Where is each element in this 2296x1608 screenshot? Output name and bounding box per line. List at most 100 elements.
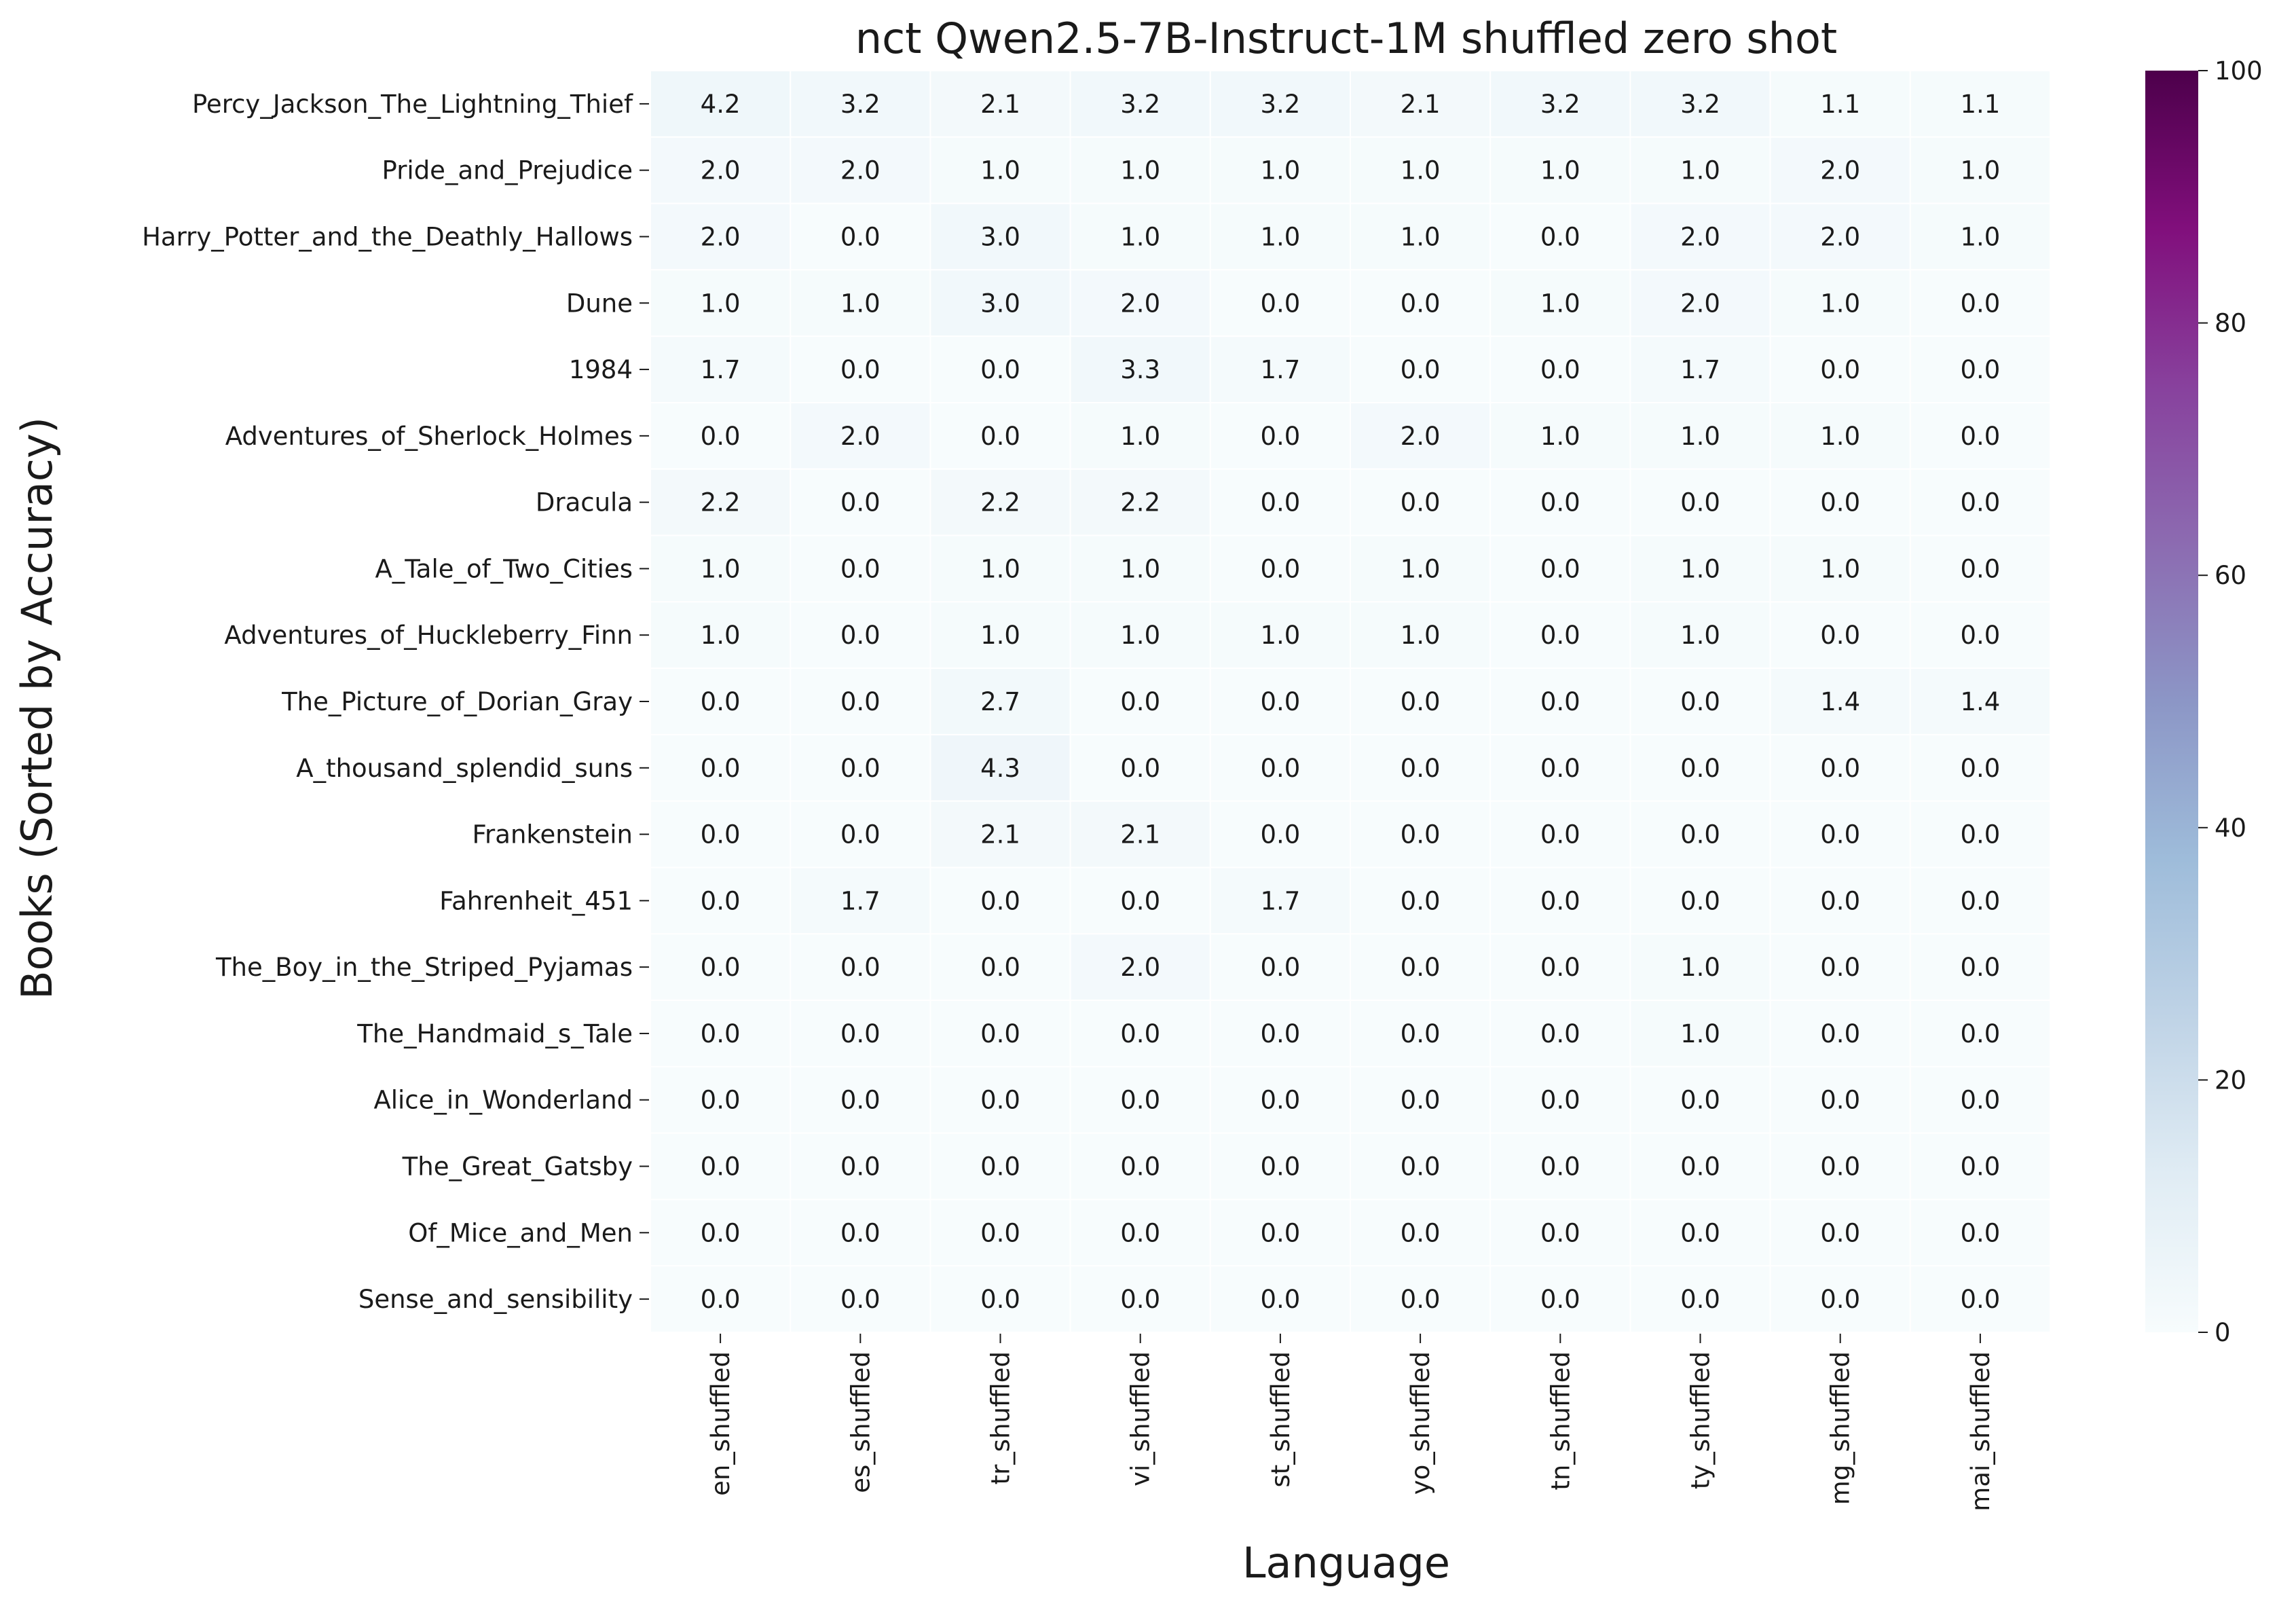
cell-value-label: 3.0: [980, 222, 1020, 251]
cell-value-label: 0.0: [1960, 488, 2000, 517]
heatmap-cell: [1629, 800, 1771, 869]
cell-value-label: 0.0: [1401, 355, 1441, 384]
cell-value-label: 0.0: [840, 1152, 881, 1182]
cell-value-label: 0.0: [1680, 754, 1720, 783]
cell-value-label: 2.1: [980, 820, 1020, 849]
heatmap-cell: [1629, 866, 1771, 935]
heatmap-cell: [1069, 733, 1211, 802]
cell-value-label: 0.0: [701, 1218, 741, 1247]
cell-value-label: 0.0: [1540, 1285, 1580, 1314]
heatmap-cell: [929, 202, 1071, 271]
cell-value-label: 0.0: [701, 886, 741, 915]
heatmap-cell: [1909, 269, 2052, 337]
heatmap-cell: [1629, 202, 1771, 271]
heatmap-cell: [1909, 136, 2052, 204]
cell-value-label: 0.0: [1540, 754, 1580, 783]
cell-value-label: 1.0: [1120, 156, 1160, 185]
heatmap-cell: [1209, 335, 1352, 403]
x-tick-label: tn_shuffled: [1546, 1351, 1575, 1491]
heatmap-cell: [1350, 800, 1492, 869]
heatmap-cell: [1209, 1199, 1352, 1267]
heatmap-cell: [1350, 269, 1492, 337]
heatmap-cell: [1629, 70, 1771, 138]
heatmap-cell: [1769, 601, 1911, 670]
heatmap-cell: [1069, 866, 1211, 935]
heatmap-cell: [1769, 1265, 1911, 1334]
heatmap-cell: [1909, 601, 2052, 670]
heatmap-cell: [929, 1199, 1071, 1267]
cell-value-label: 1.7: [840, 886, 881, 915]
cell-value-label: 0.0: [1960, 1086, 2000, 1115]
heatmap-cell: [1209, 1000, 1352, 1067]
cell-value-label: 0.0: [1960, 886, 2000, 915]
x-tick-label: vi_shuffled: [1126, 1351, 1155, 1486]
cell-value-label: 0.0: [1260, 422, 1300, 451]
cell-value-label: 3.2: [1260, 90, 1300, 119]
cell-value-label: 1.0: [1680, 621, 1720, 650]
heatmap-cell: [1489, 468, 1631, 536]
cell-value-label: 0.0: [1260, 289, 1300, 318]
cell-value-label: 0.0: [1820, 355, 1860, 384]
cell-value-label: 0.0: [1401, 687, 1441, 716]
cell-value-label: 0.0: [1960, 1019, 2000, 1048]
heatmap-cell: [1209, 534, 1352, 603]
cell-value-label: 2.0: [701, 222, 741, 251]
cell-value-label: 0.0: [701, 687, 741, 716]
cell-value-label: 0.0: [1960, 1285, 2000, 1314]
heatmap-cell: [1209, 1065, 1352, 1134]
heatmap-cell: [1209, 401, 1352, 470]
cell-value-label: 1.7: [701, 355, 741, 384]
heatmap-cell: [1350, 534, 1492, 603]
heatmap-cell: [1489, 1199, 1631, 1267]
heatmap-cell: [1350, 1065, 1492, 1134]
heatmap-cell: [1909, 335, 2052, 403]
cell-value-label: 0.0: [1260, 687, 1300, 716]
cell-value-label: 0.0: [1540, 222, 1580, 251]
cell-value-label: 0.0: [1540, 355, 1580, 384]
cell-value-label: 0.0: [1960, 953, 2000, 982]
y-axis-ticks: Percy_Jackson_The_Lightning_Thief Pride_a…: [142, 90, 649, 1314]
cell-value-label: 0.0: [1960, 1218, 2000, 1247]
cell-value-label: 0.0: [1820, 1218, 1860, 1247]
cell-value-label: 0.0: [1540, 886, 1580, 915]
heatmap-cell: [1209, 601, 1352, 670]
heatmap-cell: [929, 1132, 1071, 1201]
cell-value-label: 1.0: [1820, 422, 1860, 451]
cell-value-label: 0.0: [840, 1218, 881, 1247]
cell-value-label: 1.0: [1401, 156, 1441, 185]
heatmap-cell: [1629, 933, 1771, 1002]
heatmap-cell: [790, 866, 931, 935]
heatmap-cell: [929, 800, 1071, 869]
cell-value-label: 1.0: [1120, 422, 1160, 451]
colorbar: [2145, 71, 2198, 1332]
y-tick-label: Adventures_of_Huckleberry_Finn: [224, 621, 633, 650]
cell-value-label: 0.0: [840, 554, 881, 583]
heatmap-cell: [1069, 601, 1211, 670]
heatmap-cell: [1629, 269, 1771, 337]
heatmap-cell: [1909, 1000, 2052, 1067]
heatmap-cell: [929, 866, 1071, 935]
cell-value-label: 1.1: [1960, 90, 2000, 119]
cell-value-label: 0.0: [1120, 687, 1160, 716]
cell-value-label: 1.0: [1540, 422, 1580, 451]
cell-value-label: 1.0: [1540, 156, 1580, 185]
heatmap-cell: [1629, 1000, 1771, 1067]
heatmap-cell: [790, 1132, 931, 1201]
cell-value-label: 2.0: [701, 156, 741, 185]
cell-value-label: 2.1: [1401, 90, 1441, 119]
colorbar-tick-label: 100: [2215, 56, 2263, 86]
heatmap-cell: [1629, 468, 1771, 536]
cell-value-label: 0.0: [1120, 1019, 1160, 1048]
cell-value-label: 1.0: [1260, 156, 1300, 185]
heatmap-cell: [1350, 401, 1492, 470]
y-tick-label: Dracula: [536, 488, 633, 517]
cell-value-label: 2.2: [1120, 488, 1160, 517]
heatmap-cell: [1209, 202, 1352, 271]
heatmap-cell: [1769, 269, 1911, 337]
cell-value-label: 2.0: [840, 156, 881, 185]
cell-value-label: 1.0: [1680, 554, 1720, 583]
cell-value-label: 0.0: [1401, 820, 1441, 849]
heatmap-cell: [1069, 70, 1211, 138]
cell-value-label: 1.0: [1960, 222, 2000, 251]
cell-value-label: 0.0: [1540, 488, 1580, 517]
